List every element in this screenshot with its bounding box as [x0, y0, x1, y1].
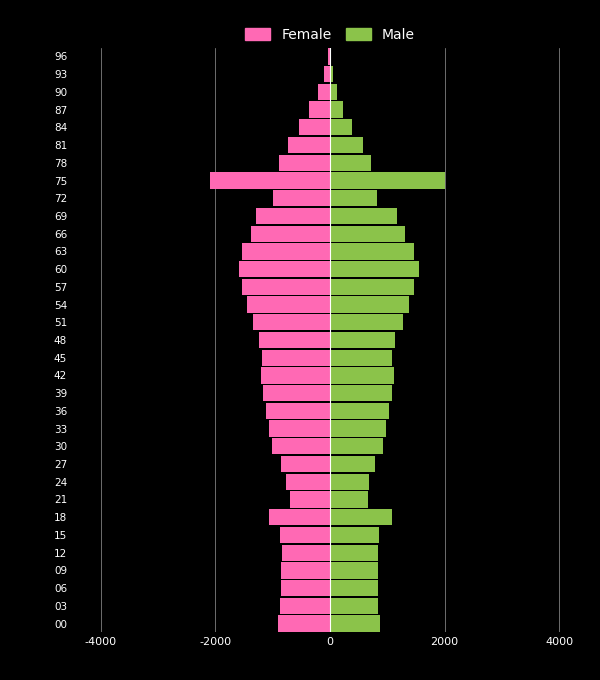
Bar: [269, 509, 330, 526]
Bar: [262, 350, 330, 366]
Bar: [330, 154, 371, 171]
Bar: [251, 226, 330, 242]
Bar: [330, 101, 343, 118]
Bar: [330, 473, 369, 490]
Bar: [263, 385, 330, 401]
Bar: [330, 438, 383, 454]
Bar: [330, 332, 395, 348]
Bar: [273, 190, 330, 207]
Bar: [266, 403, 330, 419]
Bar: [330, 350, 392, 366]
Bar: [256, 208, 330, 224]
Bar: [242, 279, 330, 295]
Bar: [330, 261, 419, 277]
Bar: [272, 438, 330, 454]
Bar: [309, 101, 330, 118]
Bar: [253, 314, 330, 330]
Bar: [286, 473, 330, 490]
Bar: [242, 243, 330, 260]
Bar: [330, 137, 362, 153]
Bar: [287, 137, 330, 153]
Bar: [330, 279, 414, 295]
Bar: [328, 48, 330, 65]
Bar: [278, 615, 330, 632]
Bar: [330, 119, 352, 135]
Bar: [330, 492, 368, 508]
Bar: [330, 48, 331, 65]
Bar: [239, 261, 330, 277]
Bar: [330, 509, 392, 526]
Bar: [323, 66, 330, 82]
Bar: [290, 492, 330, 508]
Bar: [330, 190, 377, 207]
Bar: [280, 598, 330, 614]
Bar: [281, 580, 330, 596]
Bar: [280, 527, 330, 543]
Bar: [330, 84, 337, 100]
Bar: [281, 562, 330, 579]
Bar: [330, 243, 414, 260]
Bar: [299, 119, 330, 135]
Bar: [330, 420, 386, 437]
Bar: [318, 84, 330, 100]
Bar: [330, 208, 397, 224]
Bar: [330, 615, 380, 632]
Bar: [269, 420, 330, 437]
Bar: [330, 385, 392, 401]
Bar: [330, 367, 394, 384]
Legend: Female, Male: Female, Male: [240, 22, 420, 48]
Bar: [330, 314, 403, 330]
Bar: [330, 296, 409, 313]
Bar: [330, 580, 378, 596]
Bar: [247, 296, 330, 313]
Bar: [281, 456, 330, 472]
Bar: [330, 527, 379, 543]
Bar: [281, 545, 330, 561]
Bar: [330, 545, 378, 561]
Bar: [259, 332, 330, 348]
Bar: [330, 403, 389, 419]
Bar: [261, 367, 330, 384]
Bar: [330, 456, 375, 472]
Bar: [279, 154, 330, 171]
Bar: [209, 172, 330, 188]
Bar: [330, 172, 445, 188]
Bar: [330, 598, 378, 614]
Bar: [330, 562, 378, 579]
Bar: [330, 226, 405, 242]
Bar: [330, 66, 334, 82]
